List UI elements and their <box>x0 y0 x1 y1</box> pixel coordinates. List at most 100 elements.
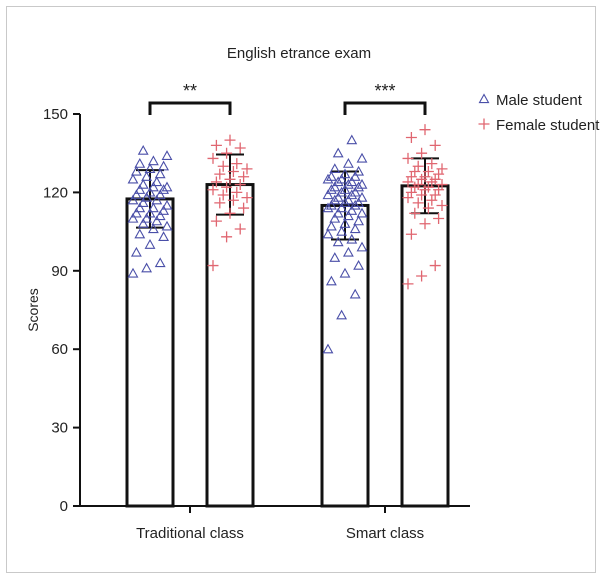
female-point-1-29 <box>422 165 434 177</box>
figure-frame <box>6 6 596 573</box>
female-point-0-18 <box>227 165 239 177</box>
y-tick-label-1: 30 <box>51 420 68 437</box>
male-point-1-47 <box>325 171 337 181</box>
male-point-1-25 <box>325 199 337 210</box>
male-point-1-49 <box>353 165 365 176</box>
male-point-1-24 <box>349 199 361 210</box>
bar-male-0 <box>125 197 175 508</box>
male-point-1-6 <box>329 252 341 262</box>
female-point-1-7 <box>422 202 434 214</box>
y-axis-label: Scores <box>25 288 41 332</box>
male-point-0-5 <box>158 231 170 241</box>
female-point-1-6 <box>409 207 421 219</box>
male-point-1-33 <box>322 189 334 200</box>
male-point-0-22 <box>127 194 139 205</box>
male-point-0-35 <box>154 168 166 179</box>
female-point-0-22 <box>207 152 219 164</box>
male-point-1-41 <box>356 178 368 189</box>
male-point-1-27 <box>353 197 365 208</box>
x-tick-label-0: Traditional class <box>136 525 244 542</box>
male-point-0-25 <box>130 189 142 200</box>
male-point-0-31 <box>137 178 149 189</box>
male-point-0-17 <box>134 202 146 213</box>
x-tick-label-1: Smart class <box>346 525 424 542</box>
male-point-1-51 <box>342 158 354 168</box>
male-point-1-34 <box>336 186 348 197</box>
male-point-1-32 <box>346 189 358 200</box>
y-tick-label-3: 90 <box>51 263 68 280</box>
male-point-0-23 <box>141 191 153 202</box>
male-point-1-28 <box>329 194 341 205</box>
male-point-1-8 <box>356 241 368 252</box>
male-point-1-14 <box>325 220 337 231</box>
male-point-1-4 <box>339 267 351 278</box>
male-point-1-9 <box>332 236 344 247</box>
male-point-0-34 <box>141 171 153 181</box>
female-point-1-33 <box>402 152 414 164</box>
male-point-1-23 <box>336 202 348 213</box>
legend-marker-male <box>478 93 490 104</box>
female-point-0-9 <box>217 189 229 201</box>
female-point-0-6 <box>214 197 226 209</box>
male-point-1-54 <box>346 134 358 145</box>
legend-label-1: Female student <box>496 117 600 134</box>
male-point-0-20 <box>137 197 149 208</box>
male-point-1-15 <box>339 218 351 228</box>
female-point-0-1 <box>221 231 233 243</box>
female-point-0-14 <box>210 176 222 188</box>
male-point-1-48 <box>339 168 351 179</box>
male-point-1-19 <box>356 207 368 218</box>
female-point-0-21 <box>231 158 243 170</box>
legend-label-0: Male student <box>496 92 583 109</box>
female-point-0-16 <box>238 171 250 183</box>
significance-bracket-1 <box>343 101 427 115</box>
significance-bracket-0 <box>148 101 232 115</box>
male-point-1-16 <box>353 215 365 226</box>
male-point-1-7 <box>342 246 354 257</box>
male-point-0-14 <box>130 207 142 218</box>
female-point-1-36 <box>405 132 417 144</box>
female-point-1-4 <box>419 218 431 230</box>
male-point-0-30 <box>161 181 173 192</box>
male-point-0-41 <box>161 150 173 160</box>
male-point-0-37 <box>144 163 156 174</box>
male-point-0-24 <box>154 189 166 200</box>
male-point-0-1 <box>141 262 153 273</box>
female-point-0-5 <box>238 202 250 214</box>
male-point-0-32 <box>151 176 163 187</box>
male-point-1-52 <box>356 152 368 163</box>
male-point-1-20 <box>332 207 344 218</box>
male-point-0-38 <box>158 160 170 171</box>
female-point-1-3 <box>405 228 417 240</box>
male-point-0-16 <box>158 205 170 215</box>
male-point-1-0 <box>322 343 334 354</box>
female-point-1-30 <box>436 163 448 175</box>
male-point-1-2 <box>349 288 361 299</box>
male-point-0-27 <box>158 184 170 194</box>
male-point-0-21 <box>151 194 163 205</box>
male-point-0-29 <box>147 181 159 192</box>
female-point-1-35 <box>429 139 441 151</box>
male-point-0-42 <box>137 144 149 155</box>
female-point-1-8 <box>436 199 448 211</box>
y-tick-label-4: 120 <box>43 184 68 201</box>
male-point-0-9 <box>137 218 149 228</box>
female-point-0-24 <box>234 142 246 154</box>
female-point-0-7 <box>227 194 239 206</box>
male-point-1-12 <box>336 225 348 236</box>
male-point-0-39 <box>134 158 146 168</box>
male-point-1-42 <box>332 176 344 187</box>
male-point-0-8 <box>161 220 173 231</box>
significance-label-0: ** <box>183 81 197 101</box>
male-point-0-10 <box>151 215 163 226</box>
male-point-1-53 <box>332 147 344 158</box>
male-point-0-36 <box>130 165 142 176</box>
female-point-0-23 <box>221 147 233 159</box>
female-point-1-9 <box>412 197 424 209</box>
male-point-1-31 <box>332 191 344 202</box>
female-point-0-10 <box>231 186 243 198</box>
male-point-1-44 <box>322 173 334 184</box>
male-point-1-22 <box>322 202 334 213</box>
male-point-1-18 <box>342 210 354 221</box>
female-point-0-11 <box>207 184 219 196</box>
